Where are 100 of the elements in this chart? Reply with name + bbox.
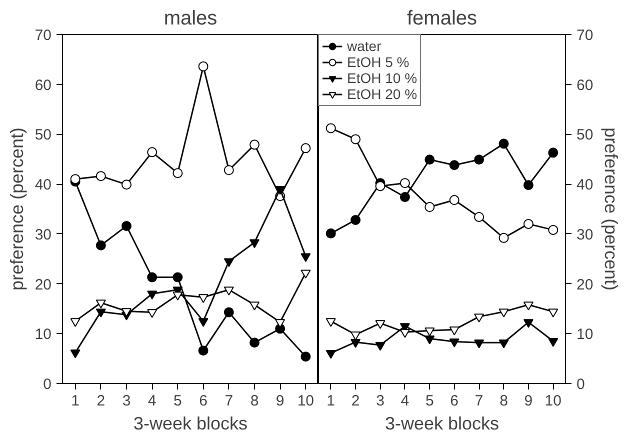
y-tick-label: 70 bbox=[576, 27, 594, 44]
point bbox=[424, 202, 435, 212]
x-tick-label: 8 bbox=[500, 392, 508, 410]
point bbox=[326, 318, 336, 327]
point bbox=[424, 154, 435, 165]
point bbox=[122, 180, 132, 190]
point bbox=[198, 61, 208, 72]
y-tick-label: 40 bbox=[576, 176, 594, 194]
point bbox=[147, 290, 158, 300]
point bbox=[523, 218, 534, 229]
x-tick-label: 5 bbox=[174, 392, 182, 410]
point bbox=[250, 239, 260, 248]
point bbox=[498, 340, 509, 348]
point bbox=[275, 186, 286, 195]
x-tick-label: 1 bbox=[326, 392, 336, 410]
point bbox=[300, 270, 311, 279]
chart-title: males bbox=[164, 8, 218, 30]
point bbox=[474, 154, 484, 165]
point bbox=[375, 320, 386, 329]
x-tick-label: 2 bbox=[351, 392, 360, 410]
point bbox=[449, 160, 460, 170]
y-axis-title: preference (percent) bbox=[601, 127, 622, 291]
x-tick-label: 3 bbox=[122, 392, 131, 410]
point bbox=[96, 308, 106, 318]
point bbox=[70, 174, 80, 184]
point bbox=[300, 253, 311, 262]
legend-label: water bbox=[347, 38, 382, 54]
point bbox=[449, 195, 460, 206]
point bbox=[198, 318, 208, 327]
point bbox=[96, 240, 106, 250]
point bbox=[474, 340, 484, 348]
legend-label: EtOH 5 % bbox=[347, 54, 410, 70]
point bbox=[400, 192, 410, 202]
point bbox=[172, 168, 183, 178]
y-tick-label: 50 bbox=[576, 126, 594, 144]
y-tick-label: 20 bbox=[34, 276, 52, 294]
y-tick-label: 20 bbox=[576, 276, 594, 294]
point bbox=[224, 165, 234, 176]
point bbox=[224, 286, 234, 296]
point bbox=[350, 332, 361, 340]
point bbox=[424, 328, 435, 336]
legend-label: EtOH 10 % bbox=[347, 70, 418, 86]
y-tick-label: 30 bbox=[34, 226, 52, 244]
point bbox=[147, 272, 158, 282]
point bbox=[198, 346, 208, 356]
point bbox=[350, 214, 361, 225]
point bbox=[424, 336, 435, 344]
point bbox=[548, 308, 558, 318]
point bbox=[498, 308, 509, 318]
x-tick-label: 9 bbox=[276, 392, 284, 410]
x-tick-label: 2 bbox=[96, 392, 106, 410]
point bbox=[350, 339, 361, 348]
point bbox=[275, 319, 286, 328]
point bbox=[250, 338, 260, 348]
y-axis-title: preference (percent) bbox=[6, 127, 27, 291]
y-tick-label: 30 bbox=[576, 226, 594, 244]
y-tick-label: 0 bbox=[43, 376, 52, 393]
point bbox=[548, 224, 558, 235]
point bbox=[375, 181, 386, 192]
x-tick-label: 4 bbox=[400, 392, 410, 410]
x-axis-title: 3-week blocks bbox=[133, 414, 248, 434]
point bbox=[147, 147, 158, 158]
point bbox=[400, 178, 410, 188]
y-tick-label: 60 bbox=[576, 76, 594, 94]
x-tick-label: 5 bbox=[425, 392, 434, 410]
point bbox=[147, 309, 158, 318]
point bbox=[224, 258, 234, 268]
point bbox=[523, 319, 534, 328]
point bbox=[70, 318, 80, 327]
point bbox=[474, 314, 484, 322]
point bbox=[326, 123, 336, 134]
point bbox=[400, 329, 410, 338]
point bbox=[548, 148, 558, 158]
x-axis-title: 3-week blocks bbox=[384, 414, 500, 434]
point bbox=[498, 138, 509, 149]
point bbox=[300, 352, 311, 362]
y-tick-label: 40 bbox=[34, 176, 52, 194]
point bbox=[300, 143, 311, 154]
point bbox=[122, 220, 132, 231]
x-tick-label: 7 bbox=[224, 392, 234, 410]
point bbox=[523, 302, 534, 310]
point bbox=[96, 171, 106, 182]
point bbox=[449, 326, 460, 336]
point bbox=[498, 232, 509, 243]
point bbox=[474, 212, 484, 222]
y-tick-label: 10 bbox=[576, 326, 594, 344]
y-tick-label: 10 bbox=[34, 326, 52, 344]
y-tick-label: 50 bbox=[34, 126, 52, 144]
point bbox=[326, 228, 336, 238]
point bbox=[250, 302, 260, 310]
x-tick-label: 8 bbox=[250, 392, 259, 410]
x-tick-label: 10 bbox=[544, 392, 562, 410]
point bbox=[96, 300, 106, 308]
chart-title: females bbox=[406, 8, 478, 30]
y-tick-label: 70 bbox=[34, 27, 52, 44]
point bbox=[172, 292, 183, 300]
x-tick-label: 10 bbox=[297, 392, 314, 410]
point bbox=[449, 338, 460, 348]
x-tick-label: 6 bbox=[450, 392, 459, 410]
point bbox=[198, 294, 208, 303]
